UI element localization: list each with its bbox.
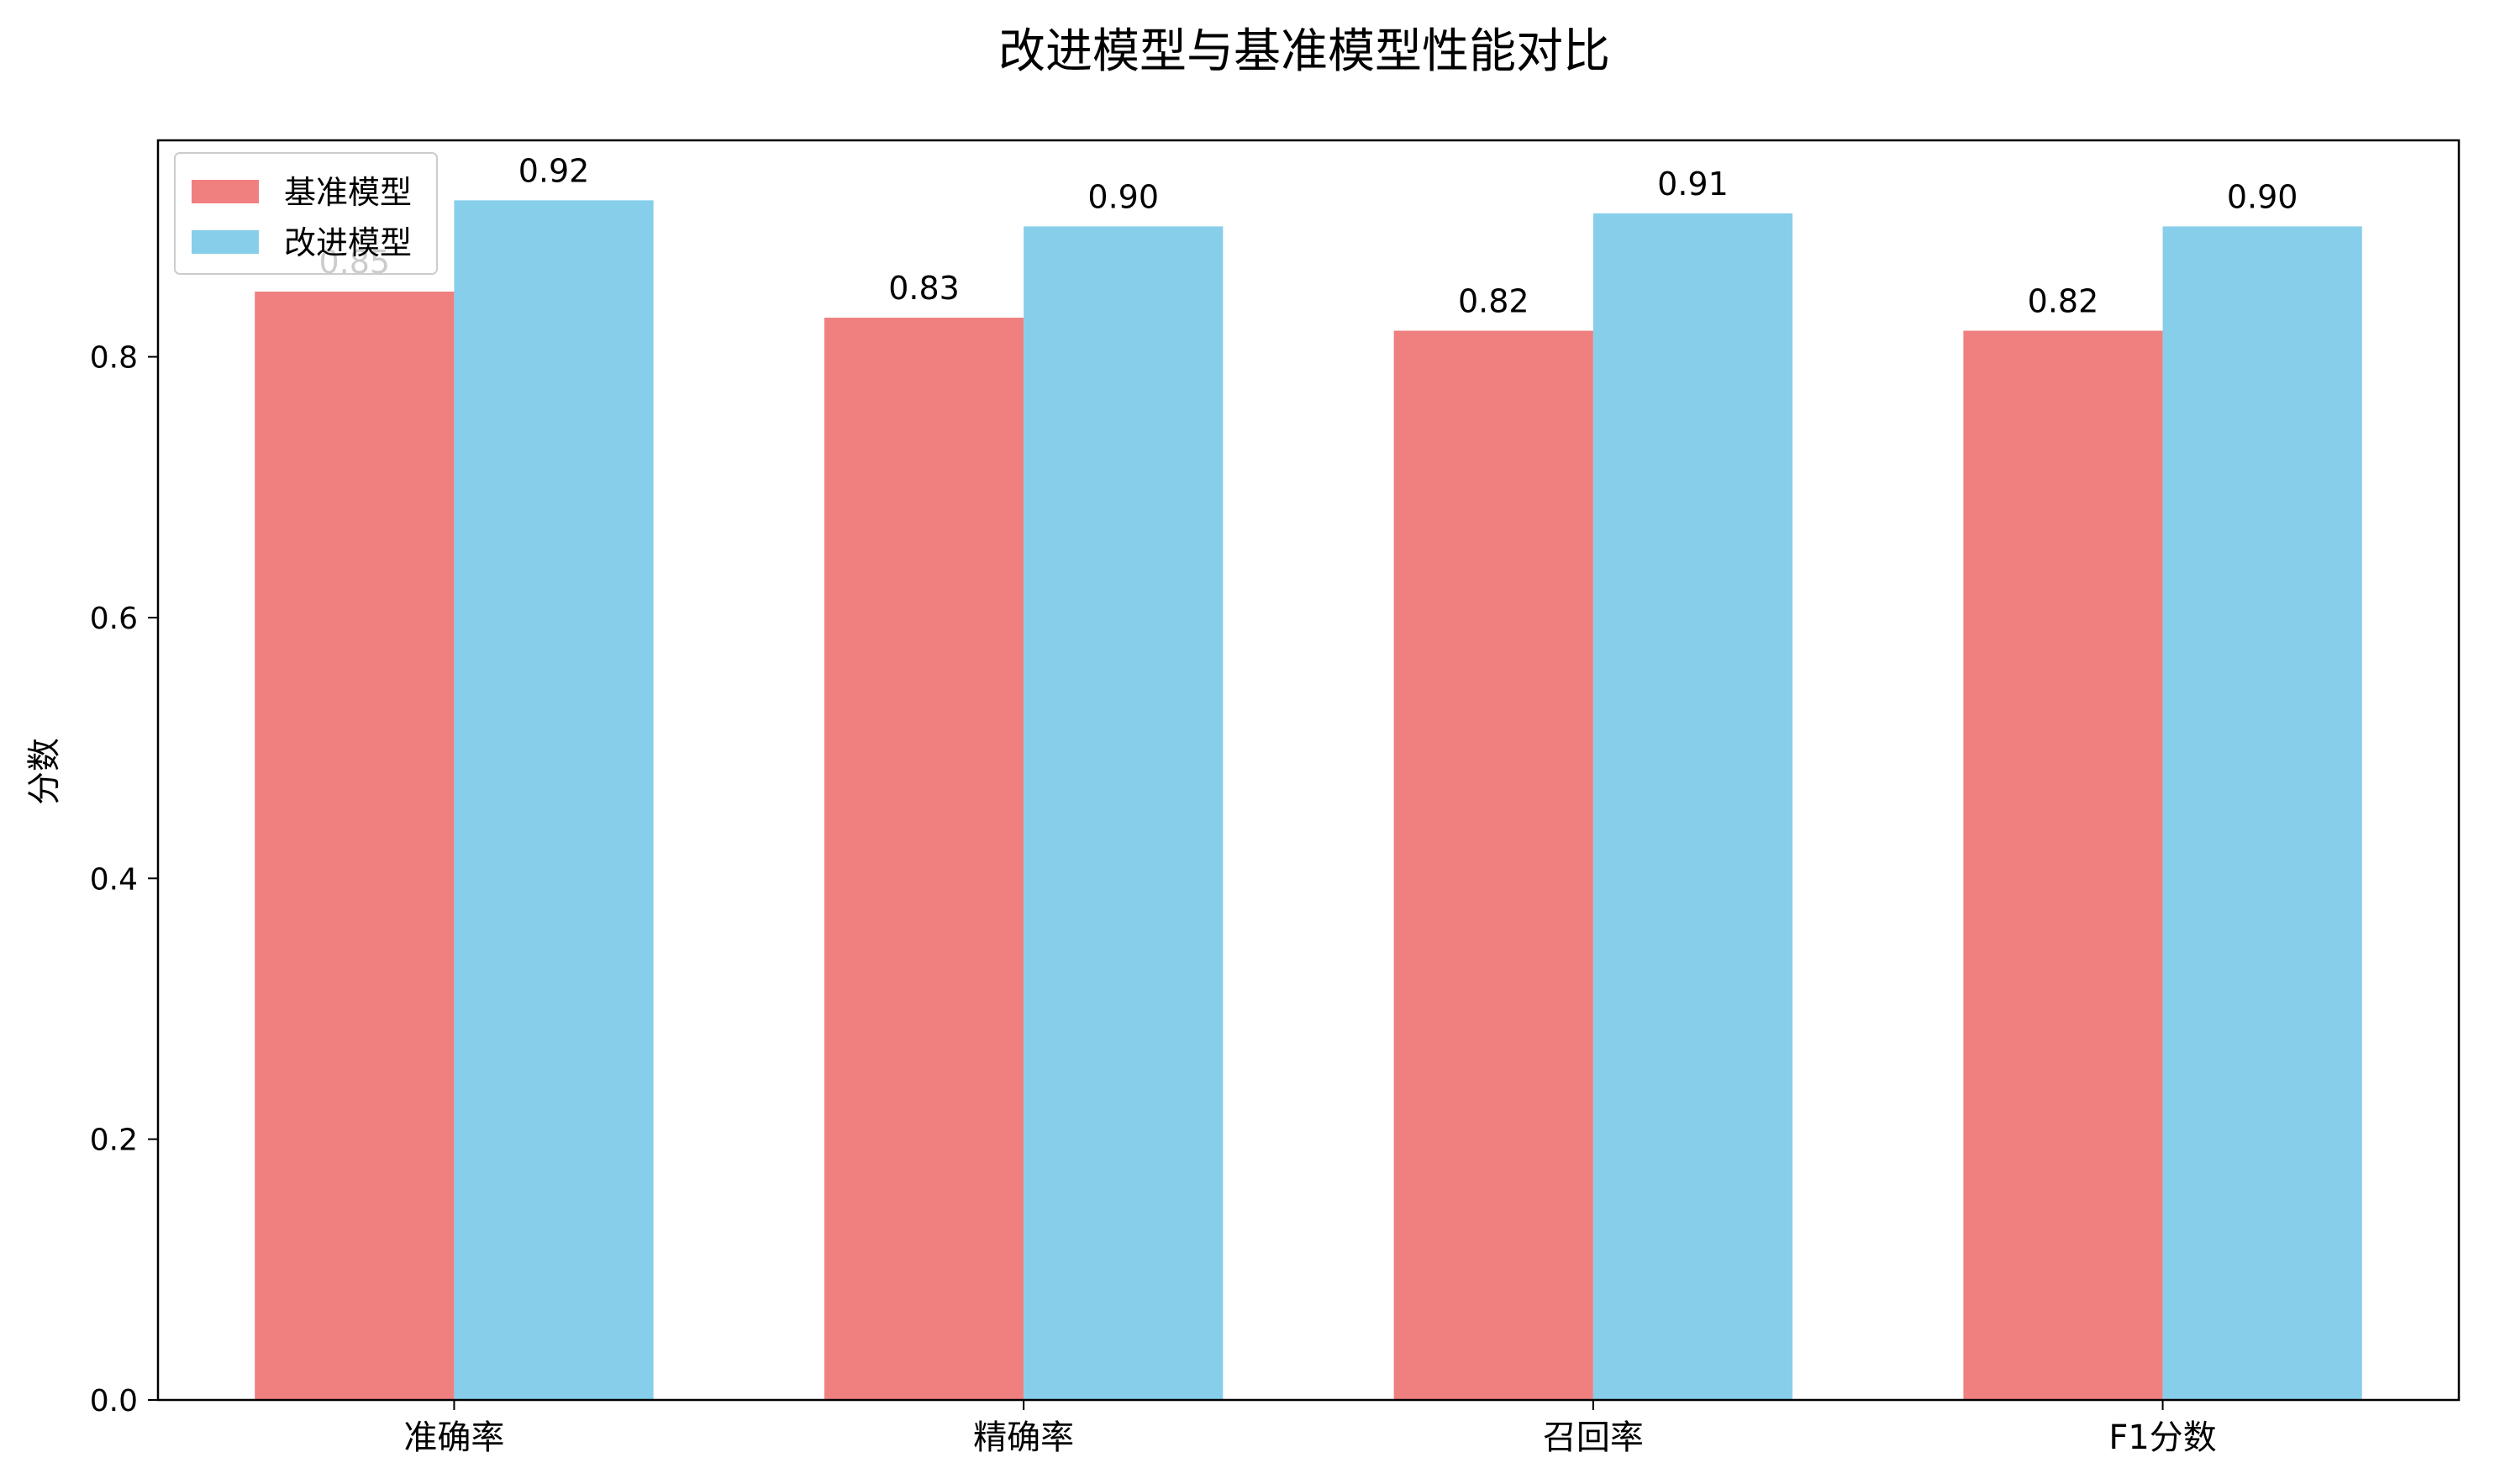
bar-improved-0 (454, 200, 654, 1400)
y-axis-label: 分数 (25, 738, 64, 805)
x-tick-label: 精确率 (973, 1418, 1074, 1457)
bar-improved-3 (2162, 226, 2362, 1400)
bar-value-label: 0.92 (518, 152, 590, 189)
bar-value-label: 0.82 (2028, 283, 2099, 320)
bar-baseline-1 (824, 318, 1024, 1401)
y-tick-label: 0.2 (90, 1124, 138, 1158)
legend-label: 改进模型 (284, 224, 412, 261)
bars-layer (255, 200, 2362, 1401)
y-tick-label: 0.0 (90, 1384, 138, 1418)
x-tick-label: 召回率 (1543, 1418, 1644, 1457)
bar-baseline-3 (1963, 330, 2163, 1401)
bar-value-label: 0.91 (1657, 166, 1729, 203)
bar-improved-1 (1024, 226, 1224, 1400)
x-axis: 准确率 精确率 召回率 F1分数 (403, 1400, 2217, 1457)
legend-swatch (192, 180, 259, 203)
bar-value-label: 0.90 (1087, 178, 1159, 215)
bar-value-label: 0.90 (2227, 178, 2298, 215)
y-tick-label: 0.6 (90, 602, 138, 636)
chart-title: 改进模型与基准模型性能对比 (998, 24, 1610, 79)
legend-label: 基准模型 (284, 174, 412, 211)
bar-value-label: 0.82 (1458, 283, 1529, 320)
bar-value-label: 0.83 (888, 270, 960, 307)
y-tick-label: 0.4 (90, 862, 138, 897)
bar-baseline-2 (1393, 330, 1593, 1401)
y-axis: 0.0 0.2 0.4 0.6 0.8 (90, 341, 158, 1418)
bar-improved-2 (1592, 213, 1793, 1400)
plot-frame (156, 139, 2461, 1402)
legend-swatch (192, 230, 259, 254)
y-tick-label: 0.8 (90, 341, 138, 376)
x-tick-label: 准确率 (403, 1418, 504, 1457)
bar-baseline-0 (255, 292, 455, 1400)
x-tick-label: F1分数 (2108, 1418, 2216, 1457)
